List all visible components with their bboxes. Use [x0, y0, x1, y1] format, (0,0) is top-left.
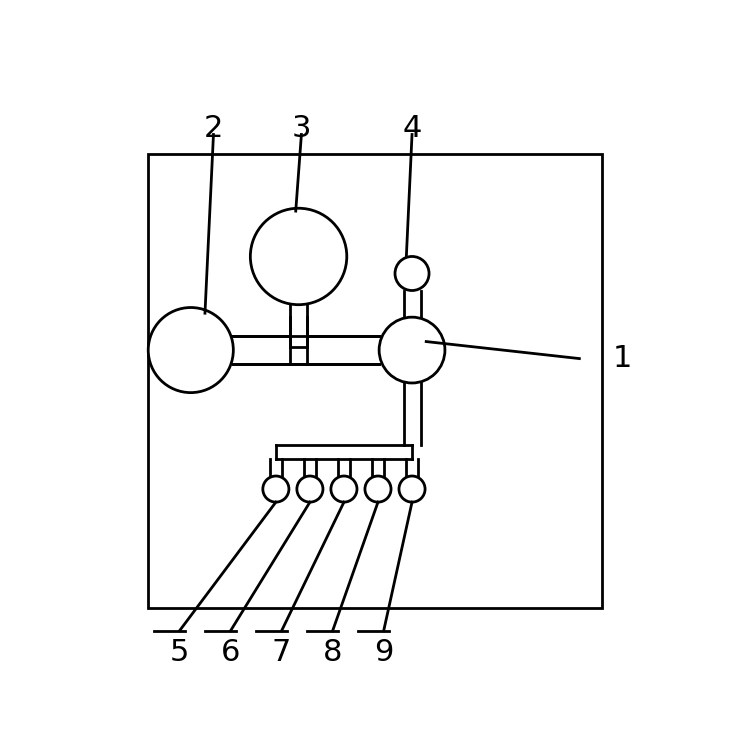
Circle shape — [399, 476, 425, 502]
Text: 4: 4 — [403, 114, 422, 143]
Text: 9: 9 — [374, 638, 393, 667]
Text: 1: 1 — [612, 344, 632, 373]
Bar — [148, 154, 602, 609]
Circle shape — [148, 307, 234, 393]
Text: 3: 3 — [291, 114, 311, 143]
Text: 8: 8 — [323, 638, 343, 667]
Circle shape — [297, 476, 323, 502]
Text: 7: 7 — [272, 638, 291, 667]
Text: 5: 5 — [170, 638, 189, 667]
Text: 6: 6 — [221, 638, 240, 667]
Circle shape — [331, 476, 357, 502]
Text: 2: 2 — [203, 114, 223, 143]
Circle shape — [250, 208, 347, 305]
Circle shape — [379, 317, 445, 383]
Circle shape — [365, 476, 391, 502]
Circle shape — [263, 476, 289, 502]
Circle shape — [395, 257, 429, 291]
